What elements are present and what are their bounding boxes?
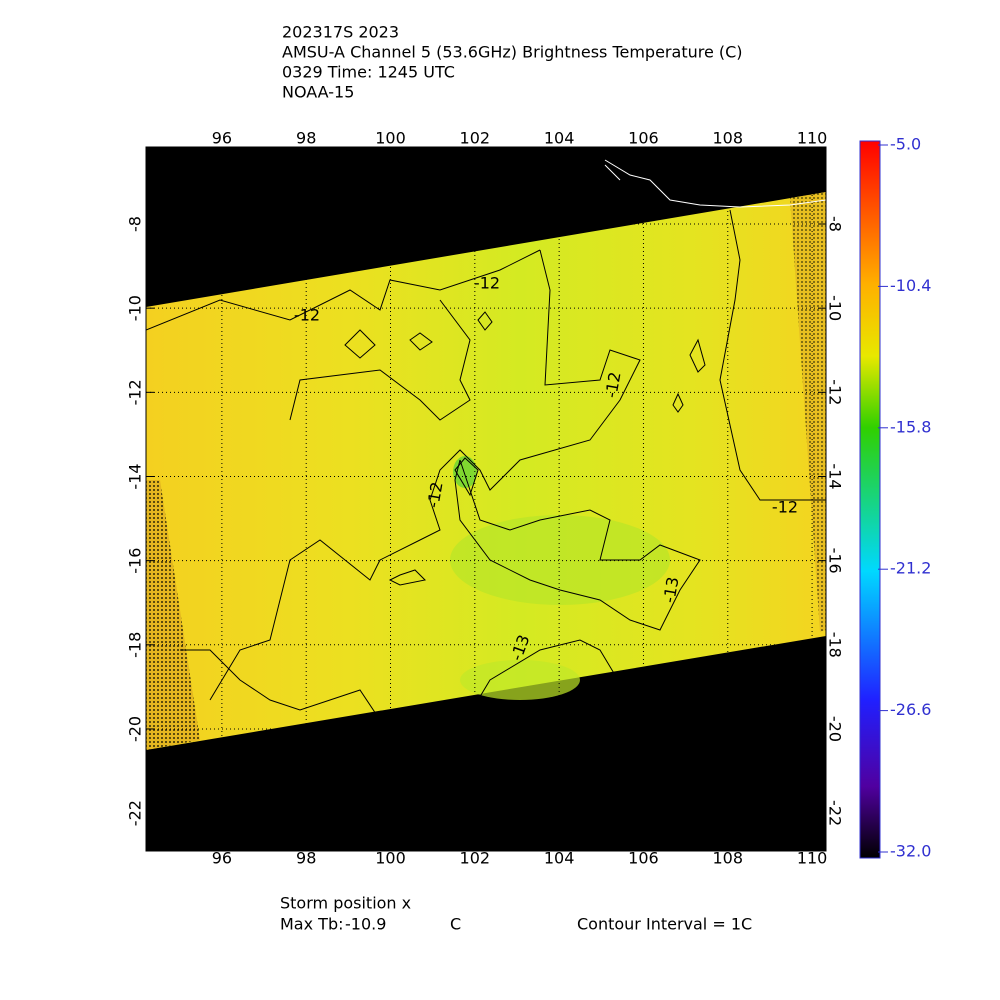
x-tick-label: 96 — [212, 129, 232, 148]
footer: Storm position x Max Tb: -10.9 C Contour… — [280, 894, 752, 934]
colorbar-tick-label: -15.8 — [890, 417, 931, 436]
x-tick-label: 102 — [460, 129, 491, 148]
x-tick-label: 98 — [296, 849, 316, 868]
colorbar-tick-label: -5.0 — [890, 135, 921, 154]
contour-label: -13 — [659, 575, 682, 604]
x-tick-label: 110 — [797, 129, 828, 148]
x-tick-label: 104 — [544, 849, 575, 868]
y-tick-label: -12 — [826, 379, 845, 405]
y-tick-label: -20 — [826, 716, 845, 742]
x-tick-label: 98 — [296, 129, 316, 148]
y-tick-label: -22 — [126, 800, 145, 826]
swath — [146, 192, 826, 750]
header-line: NOAA-15 — [282, 83, 354, 102]
contour-label: -12 — [423, 480, 446, 509]
y-tick-label: -12 — [126, 379, 145, 405]
colorbar-tick-label: -32.0 — [890, 842, 931, 861]
y-tick-label: -20 — [126, 716, 145, 742]
x-tick-label: 106 — [628, 849, 659, 868]
y-tick-label: -8 — [126, 216, 145, 232]
hatched-area — [790, 192, 826, 632]
y-tick-label: -18 — [126, 632, 145, 658]
colorbar-tick-label: -10.4 — [890, 276, 931, 295]
y-tick-label: -18 — [826, 632, 845, 658]
x-tick-label: 100 — [375, 129, 406, 148]
y-tick-label: -10 — [126, 295, 145, 321]
colorbar — [859, 140, 881, 859]
x-tick-label: 106 — [628, 129, 659, 148]
contour-label: -12 — [601, 370, 624, 399]
x-tick-label: 100 — [375, 849, 406, 868]
colorbar-tick-label: -21.2 — [890, 559, 931, 578]
cold-area — [450, 515, 670, 605]
y-tick-label: -14 — [126, 463, 145, 489]
max-tb: -10.9 — [345, 915, 386, 934]
y-tick-label: -10 — [826, 295, 845, 321]
header: 202317S 2023 AMSU-A Channel 5 (53.6GHz) … — [282, 23, 743, 102]
contours — [146, 209, 826, 721]
contour-label: -12 — [772, 498, 798, 517]
y-tick-label: -8 — [826, 216, 845, 232]
hatched-area — [146, 480, 200, 750]
contour-label: -12 — [474, 274, 500, 293]
y-tick-label: -16 — [826, 548, 845, 574]
y-tick-label: -22 — [826, 800, 845, 826]
x-tick-label: 102 — [460, 849, 491, 868]
x-tick-label: 108 — [712, 849, 743, 868]
coastline — [604, 159, 826, 208]
grid-layer: 96 96 98 98 100 100 102 102 104 104 106 106 108 108 11… — [126, 129, 845, 868]
x-tick-label: 108 — [712, 129, 743, 148]
contour-interval: Contour Interval = 1C — [577, 915, 752, 934]
colorbar-ticks: -5.0 -10.4 -15.8 -21.2 -26.6 -32.0 — [878, 135, 931, 861]
colorbar-tick-label: -26.6 — [890, 700, 931, 719]
map-area — [146, 147, 826, 851]
y-tick-label: -14 — [826, 463, 845, 489]
coastline — [604, 164, 621, 181]
x-tick-label: 110 — [797, 849, 828, 868]
contour-label: -12 — [294, 306, 320, 325]
x-tick-label: 96 — [212, 849, 232, 868]
storm-position: Storm position x — [280, 894, 411, 913]
map-frame — [145, 146, 827, 852]
x-tick-label: 104 — [544, 129, 575, 148]
max-tb-label: Max Tb: — [280, 915, 343, 934]
y-tick-label: -16 — [126, 548, 145, 574]
header-line: 202317S 2023 — [282, 23, 399, 42]
max-tb-unit: C — [450, 915, 461, 934]
cold-area — [460, 660, 580, 700]
header-line: AMSU-A Channel 5 (53.6GHz) Brightness Te… — [282, 43, 743, 62]
header-line: 0329 Time: 1245 UTC — [282, 63, 455, 82]
